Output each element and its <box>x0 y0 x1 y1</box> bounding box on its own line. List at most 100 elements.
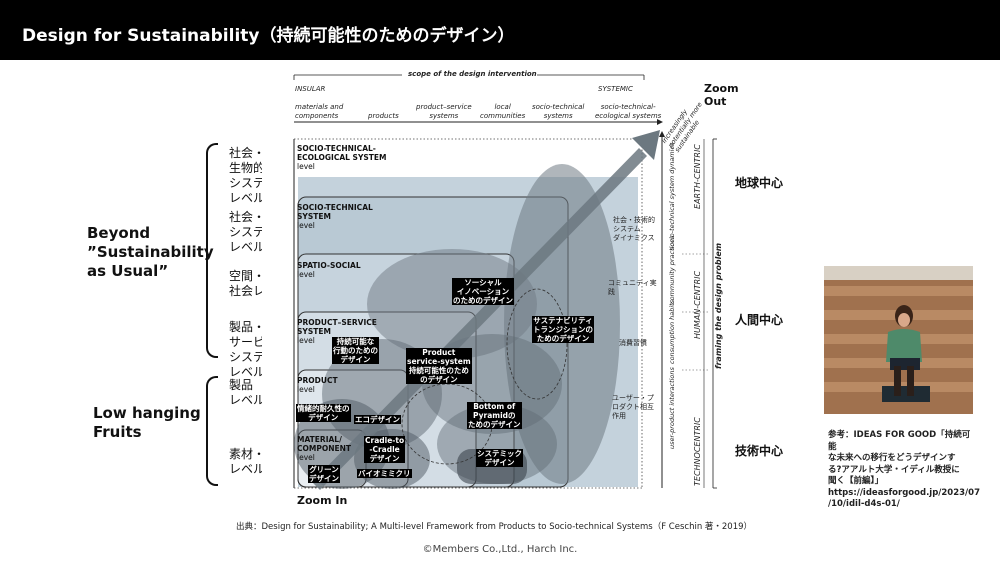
col-materials: materials and components <box>295 103 343 121</box>
earth-centric-label: EARTH-CENTRIC <box>693 144 702 209</box>
techno-centric-jp: 技術中心 <box>735 444 784 458</box>
dl-text: Cradle-to <box>365 436 405 445</box>
dl-text: ためのデザイン <box>468 420 521 429</box>
dl-text: 持続可能な <box>336 337 375 346</box>
lvl-text: レベル <box>229 365 266 379</box>
box-text: COMPONENT <box>297 444 352 453</box>
lvl-text: レベル <box>229 462 266 476</box>
lvl-text: レベル <box>229 240 266 254</box>
scope-label: scope of the design intervention <box>408 70 537 78</box>
box-text: SPATIO-SOCIAL <box>297 261 361 270</box>
source-citation: 出典：Design for Sustainability; A Multi-le… <box>236 522 753 532</box>
side-note-user-product: ユーザー・プ ロダクト相互 作用 <box>612 394 654 421</box>
lvl-text: 製品・ <box>229 320 266 334</box>
earth-centric-jp: 地球中心 <box>735 176 784 190</box>
green-design-label: グリーン デザイン <box>308 465 340 483</box>
low-line-1: Low hanging <box>93 404 201 422</box>
behaviour-label: 持続可能な 行動のための デザイン <box>332 337 379 364</box>
side-text: 社会・技術的 <box>613 216 655 224</box>
box-text: level <box>297 385 315 394</box>
dl-text: デザイン <box>484 458 515 467</box>
dl-text: Product <box>422 348 456 357</box>
insular-label: INSULAR <box>295 85 326 93</box>
col-text: local <box>494 103 511 111</box>
dl-text: 行動のための <box>333 346 378 355</box>
side-text: ユーザー・プ <box>612 394 654 402</box>
box-text: level <box>297 453 315 462</box>
ref-line: な未来への移行をどうデザインす <box>828 453 956 463</box>
diagonal-arrow-shaft <box>312 148 647 490</box>
col-text: socio-technical- <box>600 103 656 111</box>
ecodesign-label: エコデザイン <box>354 415 401 424</box>
box-text: PRODUCT–SERVICE <box>297 318 377 327</box>
vert-st-dynamics: socio-technical system dynamics <box>668 142 676 250</box>
box-text: SYSTEM <box>297 327 331 336</box>
lvl-text: レベル <box>229 191 266 205</box>
systemic-label: SYSTEMIC <box>598 85 633 93</box>
dl-text: グリーン <box>309 465 339 474</box>
dl-text: デザイン <box>308 413 339 422</box>
low-hanging-label: Low hanging Fruits <box>93 404 201 442</box>
ref-link[interactable]: https://ideasforgood.jp/2023/07 <box>828 487 980 498</box>
col-text: systems <box>543 112 573 120</box>
reference-note: 参考：IDEAS FOR GOOD「持続可能 な未来への移行をどうデザインす る… <box>828 430 980 511</box>
dl-text: デザイン <box>340 355 371 364</box>
lvl-text: 生物的 <box>229 161 266 175</box>
vert-consumption: consumption habits <box>668 299 676 364</box>
biomimicry-label: バイオミミクリ <box>357 469 412 478</box>
speaker-photo <box>824 266 973 414</box>
copyright: ©Members Co.,Ltd., Harch Inc. <box>422 544 578 555</box>
col-text: systems <box>429 112 459 120</box>
human-centric-label: HUMAN-CENTRIC <box>693 270 702 339</box>
dl-text: ためのデザイン <box>536 334 590 343</box>
box-text: SYSTEM <box>297 212 331 221</box>
lvl-text: 空間・ <box>229 269 266 283</box>
side-text: コミュニティ実 <box>608 279 657 287</box>
box-label-spatio: SPATIO-SOCIAL level <box>297 261 361 279</box>
box-label-st: SOCIO-TECHNICAL SYSTEM level <box>297 203 373 230</box>
dl-text: Pyramidの <box>472 411 516 420</box>
lvl-text: レベル <box>229 393 266 407</box>
dl-text: デザイン <box>369 454 400 463</box>
dl-text: -Cradle <box>369 445 400 454</box>
col-text: components <box>295 112 339 120</box>
zoom-in-label: Zoom In <box>297 494 348 507</box>
social-innovation-label: ソーシャル イノベーション のためのデザイン <box>452 278 514 305</box>
framing-label: framing the design problem <box>714 242 723 369</box>
dl-text: サステナビリティ <box>533 316 593 325</box>
ref-line: る?アアルト大学・イディル教授に <box>828 464 960 475</box>
systemic-design-label: システミック デザイン <box>476 449 523 467</box>
dl-text: エコデザイン <box>355 415 400 424</box>
beyond-bracket <box>206 143 218 358</box>
box-text: level <box>297 162 315 171</box>
dl-text: Bottom of <box>473 402 516 411</box>
col-local: local communities <box>480 103 525 121</box>
side-note-consumption: 消費習慣 <box>619 339 647 348</box>
low-line-2: Fruits <box>93 423 142 441</box>
side-note-st-dynamics: 社会・技術的 システム ダイナミクス <box>613 216 655 243</box>
ref-line: 聞く【前編】」 <box>828 476 884 486</box>
side-text: 作用 <box>612 412 626 420</box>
level-label-product: 製品 レベル <box>229 378 265 408</box>
col-text: ecological systems <box>595 112 662 120</box>
dl-text: のデザイン <box>420 375 458 384</box>
dl-text: トランジションの <box>533 325 593 334</box>
box-label-product: PRODUCT level <box>297 376 338 394</box>
col-text: socio-technical <box>532 103 585 111</box>
box-text: PRODUCT <box>297 376 338 385</box>
beyond-line-1: Beyond <box>87 224 151 242</box>
col-ste: socio-technical- ecological systems <box>595 103 661 121</box>
side-text: 践 <box>608 288 615 296</box>
box-text: SOCIO-TECHNICAL <box>297 203 373 212</box>
beyond-label: Beyond ”Sustainability as Usual” <box>87 224 214 281</box>
col-text: product–service <box>416 103 472 111</box>
ref-line: 参考：IDEAS FOR GOOD「持続可能 <box>828 430 971 452</box>
side-note-community: コミュニティ実 践 <box>608 279 657 297</box>
col-text: communities <box>480 112 526 120</box>
beyond-line-3: as Usual” <box>87 262 169 280</box>
dl-text: 情緒的耐久性の <box>297 404 350 413</box>
multi-level-framework-diagram: scope of the design intervention INSULAR… <box>262 64 738 501</box>
cradle-to-cradle-label: Cradle-to -Cradle デザイン <box>364 436 406 463</box>
ref-link[interactable]: /10/idil-d4s-01/ <box>828 499 900 509</box>
dl-text: デザイン <box>309 474 339 483</box>
